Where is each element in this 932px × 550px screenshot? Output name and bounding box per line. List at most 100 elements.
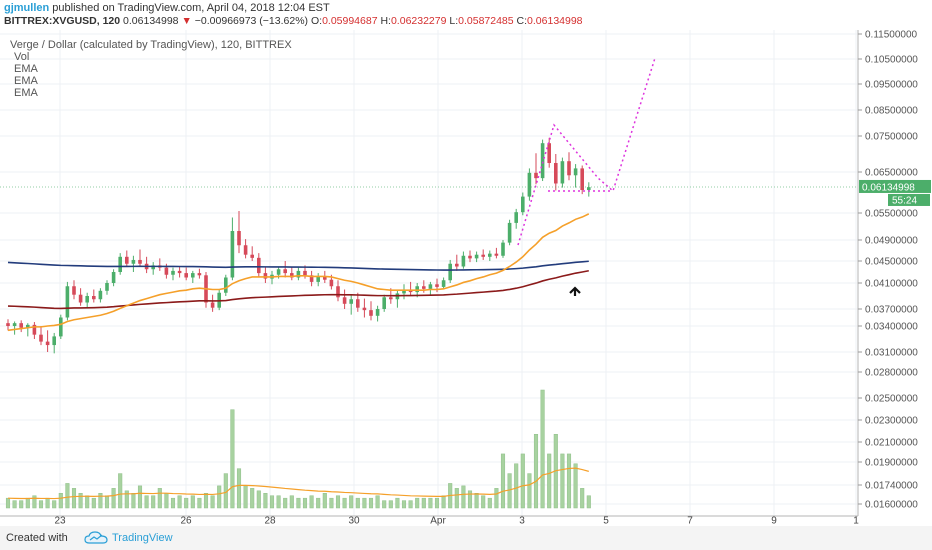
- candle-body: [554, 163, 558, 184]
- volume-bar: [250, 488, 255, 509]
- tradingview-link[interactable]: TradingView: [112, 532, 173, 544]
- volume-bar: [527, 473, 532, 509]
- ema-mid-line: [7, 269, 589, 310]
- volume-bar: [190, 495, 195, 509]
- candle-body: [455, 263, 459, 267]
- y-tick-label: 0.11500000: [865, 30, 918, 41]
- candle-body: [243, 245, 248, 255]
- candle-body: [547, 143, 551, 163]
- current-price-label: 0.06134998: [862, 182, 915, 193]
- candle-body: [448, 263, 452, 281]
- candle-body: [468, 255, 472, 259]
- volume-bar: [276, 495, 281, 509]
- price-axis-bg: [858, 30, 932, 516]
- candle-body: [296, 270, 301, 278]
- change-value: −0.00966973 (−13.62%): [194, 15, 309, 27]
- legend-vol: Vol: [14, 51, 29, 63]
- volume-bar: [547, 453, 552, 509]
- volume-bar: [415, 497, 420, 509]
- candle-body: [375, 309, 380, 316]
- candle-body: [276, 269, 281, 275]
- volume-bar: [322, 493, 327, 509]
- candle-body: [290, 273, 294, 278]
- high-label: H:: [380, 15, 391, 27]
- volume-bar: [170, 497, 176, 509]
- candle-body: [316, 276, 320, 282]
- candle-body: [257, 257, 261, 274]
- volume-bar: [514, 463, 519, 509]
- candle-body: [501, 242, 505, 256]
- volume-bar: [586, 495, 591, 509]
- volume-bar: [184, 497, 189, 509]
- candle-body: [131, 259, 136, 264]
- candle-body: [72, 286, 76, 295]
- low-label: L:: [449, 15, 459, 27]
- volume-bar: [45, 497, 50, 509]
- y-tick-label: 0.02800000: [865, 368, 918, 379]
- candle-body: [78, 294, 83, 303]
- candle-body: [323, 276, 327, 280]
- candle-body: [494, 253, 499, 256]
- volume-bar: [164, 493, 169, 509]
- candle-body: [428, 284, 433, 289]
- volume-bar: [283, 497, 288, 509]
- ema-lines: [7, 213, 590, 332]
- y-tick-label: 0.05500000: [865, 209, 918, 220]
- volume-bar: [203, 493, 209, 509]
- candle-body: [19, 323, 23, 328]
- created-with-text: Created with: [6, 532, 68, 544]
- volume-bar: [137, 485, 143, 509]
- last-price: 0.06134998: [123, 15, 179, 27]
- volume-bar: [540, 389, 545, 509]
- volume-bar: [38, 500, 44, 509]
- volume-bar: [32, 495, 37, 509]
- candle-body: [224, 277, 228, 293]
- candle-body: [98, 290, 103, 300]
- volume-bar: [434, 497, 440, 509]
- candle-body: [105, 283, 109, 291]
- candle-body: [6, 323, 10, 326]
- y-tick-label: 0.06500000: [865, 168, 918, 179]
- legend-ema-2: EMA: [14, 75, 39, 87]
- volume-bar: [296, 497, 301, 509]
- candle-body: [118, 256, 122, 272]
- y-tick-label: 0.01900000: [865, 458, 918, 469]
- volume-bar: [289, 495, 294, 509]
- volume-bar: [85, 495, 90, 509]
- volume-bar: [104, 495, 110, 509]
- volume-bar: [382, 500, 387, 509]
- candle-body: [342, 297, 347, 304]
- volume-bar: [454, 488, 459, 509]
- candle-body: [111, 272, 116, 283]
- candle-body: [514, 212, 518, 223]
- candle-body: [488, 253, 492, 257]
- author-link[interactable]: gjmullen: [4, 2, 50, 14]
- volume-bar: [355, 497, 360, 509]
- x-tick-label: 28: [264, 516, 276, 527]
- candle-body: [191, 273, 195, 278]
- candle-body: [349, 299, 353, 304]
- volume-bar: [131, 493, 136, 509]
- candle-body: [26, 324, 30, 328]
- volume-bar: [210, 495, 215, 509]
- candle-body: [263, 273, 268, 279]
- publish-line: gjmullen published on TradingView.com, A…: [4, 2, 330, 14]
- volume-bar: [302, 497, 308, 509]
- volume-bar: [573, 463, 578, 509]
- price-chart[interactable]: 0.11500000 0.10500000 0.09500000 0.08500000…: [0, 30, 932, 526]
- volume-bar: [118, 473, 123, 509]
- x-tick-label: 30: [348, 516, 360, 527]
- volume-bars: [5, 389, 591, 509]
- ema-long-line: [7, 260, 589, 271]
- current-price-box: [859, 179, 931, 193]
- candle-body: [230, 231, 235, 278]
- candle-body: [197, 273, 202, 276]
- candle-body: [441, 280, 446, 287]
- candle-body: [336, 286, 340, 298]
- volume-bar: [375, 495, 380, 509]
- y-tick-label: 0.03100000: [865, 348, 918, 359]
- volume-bar: [25, 497, 30, 509]
- volume-bar: [78, 493, 83, 509]
- candle-body: [356, 299, 360, 308]
- y-tick-label: 0.01600000: [865, 500, 918, 511]
